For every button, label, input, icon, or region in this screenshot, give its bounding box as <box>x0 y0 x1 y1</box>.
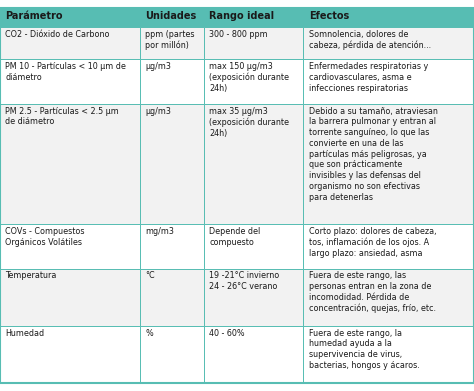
Text: Fuera de este rango, las
personas entran en la zona de
incomodidad. Pérdida de
c: Fuera de este rango, las personas entran… <box>309 271 436 313</box>
Bar <box>140 224 204 269</box>
Text: Humedad: Humedad <box>6 328 45 337</box>
Text: Fuera de este rango, la
humedad ayuda a la
supervivencia de virus,
bacterias, ho: Fuera de este rango, la humedad ayuda a … <box>309 328 419 370</box>
Text: 300 - 800 ppm: 300 - 800 ppm <box>210 30 268 39</box>
Bar <box>303 8 474 27</box>
Bar <box>204 269 303 326</box>
Text: Temperatura: Temperatura <box>6 271 57 280</box>
Bar <box>140 8 204 27</box>
Bar <box>140 326 204 383</box>
Bar <box>303 326 474 383</box>
Bar <box>0 59 140 104</box>
Text: °C: °C <box>146 271 155 280</box>
Text: µg/m3: µg/m3 <box>146 107 171 116</box>
Bar <box>303 269 474 326</box>
Text: Rango ideal: Rango ideal <box>210 11 274 21</box>
Text: PM 2.5 - Partículas < 2.5 µm
de diámetro: PM 2.5 - Partículas < 2.5 µm de diámetro <box>6 107 119 126</box>
Bar <box>204 59 303 104</box>
Bar <box>0 8 140 27</box>
Bar <box>204 27 303 59</box>
Text: max 150 µg/m3
(exposición durante
24h): max 150 µg/m3 (exposición durante 24h) <box>210 62 289 93</box>
Text: %: % <box>146 328 153 337</box>
Text: Depende del
compuesto: Depende del compuesto <box>210 227 261 247</box>
Text: Parámetro: Parámetro <box>6 11 63 21</box>
Bar <box>0 104 140 224</box>
Text: Debido a su tamaño, atraviesan
la barrera pulmonar y entran al
torrente sanguíne: Debido a su tamaño, atraviesan la barrer… <box>309 107 438 202</box>
Bar <box>0 326 140 383</box>
Bar <box>204 224 303 269</box>
Bar <box>0 27 140 59</box>
Bar <box>303 104 474 224</box>
Text: 40 - 60%: 40 - 60% <box>210 328 245 337</box>
Text: CO2 - Dióxido de Carbono: CO2 - Dióxido de Carbono <box>6 30 110 39</box>
Bar <box>303 224 474 269</box>
Text: Efectos: Efectos <box>309 11 349 21</box>
Text: 19 -21°C invierno
24 - 26°C verano: 19 -21°C invierno 24 - 26°C verano <box>210 271 280 291</box>
Text: µg/m3: µg/m3 <box>146 62 171 71</box>
Text: mg/m3: mg/m3 <box>146 227 174 236</box>
Text: Enfermedades respiratorias y
cardiovasculares, asma e
infecciones respiratorias: Enfermedades respiratorias y cardiovascu… <box>309 62 428 93</box>
Text: max 35 µg/m3
(exposición durante
24h): max 35 µg/m3 (exposición durante 24h) <box>210 107 289 138</box>
Bar <box>140 269 204 326</box>
Text: ppm (partes
por millón): ppm (partes por millón) <box>146 30 195 50</box>
Bar <box>140 104 204 224</box>
Bar <box>0 269 140 326</box>
Bar <box>204 8 303 27</box>
Bar <box>303 59 474 104</box>
Text: PM 10 - Partículas < 10 µm de
diámetro: PM 10 - Partículas < 10 µm de diámetro <box>6 62 127 82</box>
Text: COVs - Compuestos
Orgánicos Volátiles: COVs - Compuestos Orgánicos Volátiles <box>6 227 85 247</box>
Text: Corto plazo: dolores de cabeza,
tos, inflamación de los ojos. A
largo plazo: ans: Corto plazo: dolores de cabeza, tos, inf… <box>309 227 437 258</box>
Bar <box>204 104 303 224</box>
Bar <box>204 326 303 383</box>
Text: Somnolencia, dolores de
cabeza, pérdida de atención...: Somnolencia, dolores de cabeza, pérdida … <box>309 30 431 50</box>
Bar <box>140 59 204 104</box>
Bar <box>140 27 204 59</box>
Text: Unidades: Unidades <box>146 11 197 21</box>
Bar <box>0 224 140 269</box>
Bar <box>303 27 474 59</box>
